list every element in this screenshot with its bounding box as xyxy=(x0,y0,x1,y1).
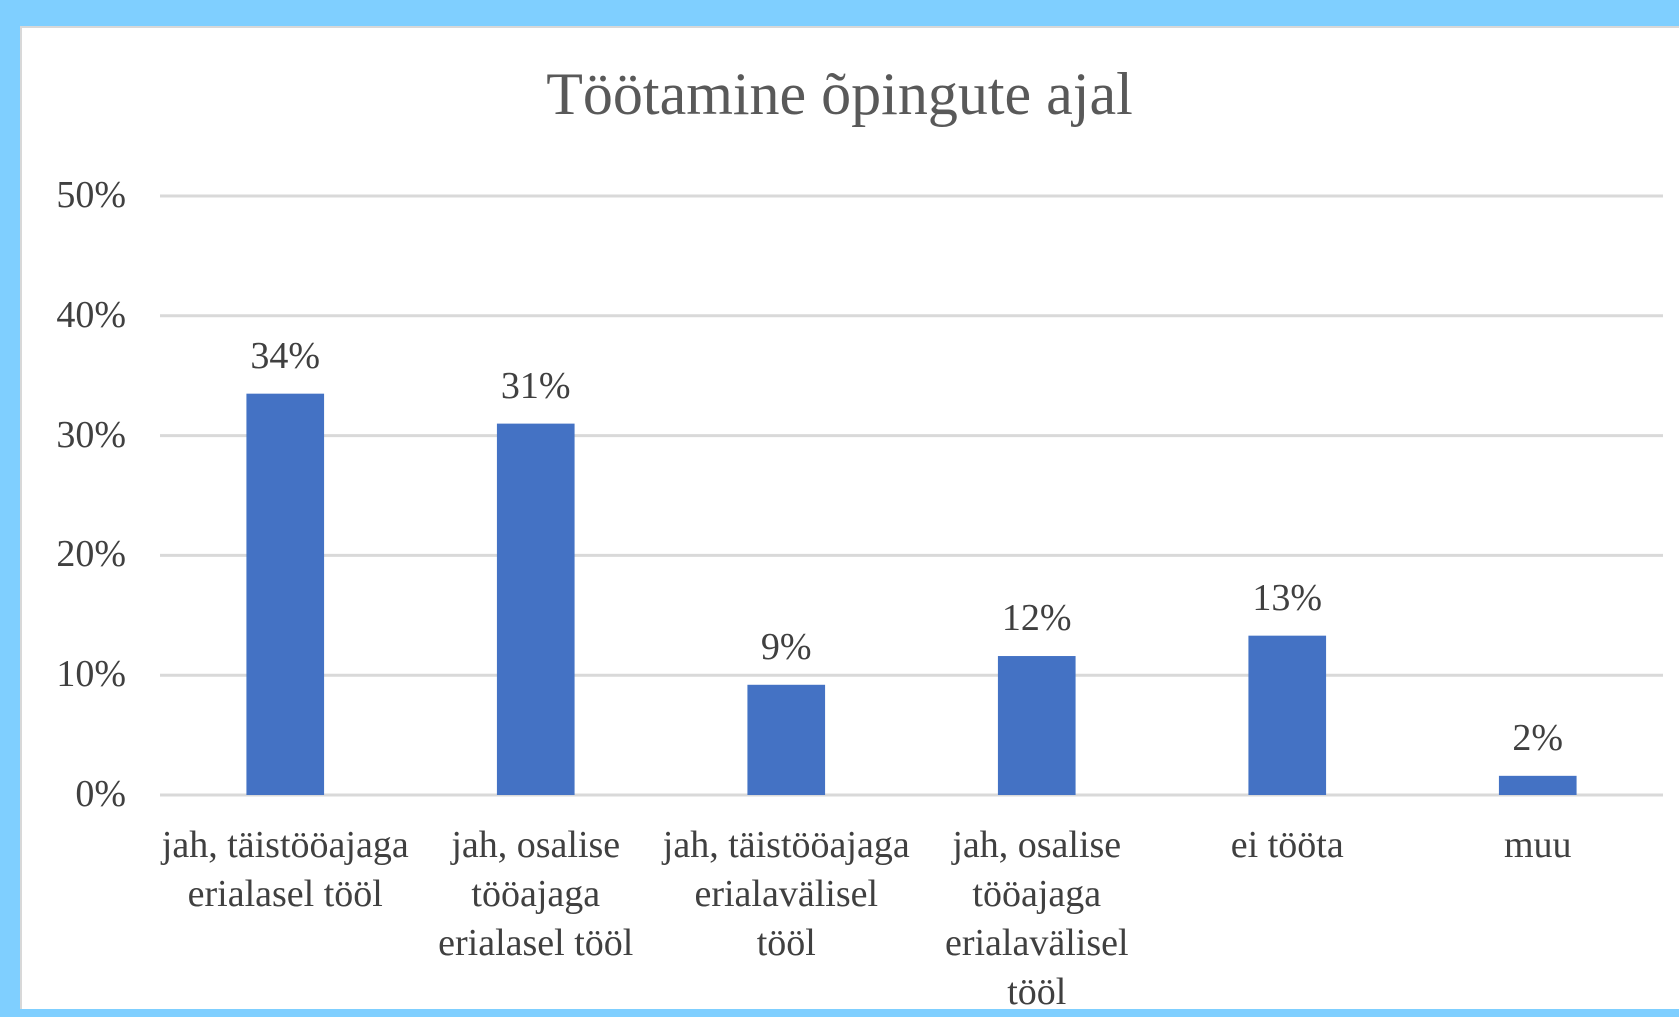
x-tick-label: muu xyxy=(1503,824,1572,866)
bar xyxy=(496,423,575,795)
x-tick-label: jah, osalise tööajaga erialasel tööl xyxy=(438,824,634,964)
y-tick-label: 40% xyxy=(56,293,126,336)
bar xyxy=(747,684,826,795)
y-tick-label: 30% xyxy=(56,413,126,456)
x-tick-label: jah, täistööajaga erialasel tööl xyxy=(161,824,409,915)
data-label: 13% xyxy=(1252,576,1323,619)
data-label: 34% xyxy=(250,334,321,377)
x-tick-label: ei tööta xyxy=(1230,824,1344,866)
y-tick-label: 0% xyxy=(75,773,126,815)
x-tick-label: jah, täistööajaga erialavälisel tööl xyxy=(662,824,910,964)
bar xyxy=(1498,775,1577,795)
data-label: 9% xyxy=(760,625,812,668)
y-tick-label: 20% xyxy=(56,533,126,576)
chart-title: Töötamine õpingute ajal xyxy=(546,61,1133,127)
y-tick-label: 10% xyxy=(56,653,126,696)
bar xyxy=(246,393,325,795)
data-label: 2% xyxy=(1512,716,1564,759)
x-tick-label: jah, osalise tööajaga erialavälisel tööl xyxy=(944,824,1129,1013)
data-label: 31% xyxy=(500,364,571,407)
y-tick-label: 50% xyxy=(56,174,126,216)
data-label: 12% xyxy=(1001,597,1072,640)
bar xyxy=(1248,635,1327,795)
bar xyxy=(997,656,1076,795)
